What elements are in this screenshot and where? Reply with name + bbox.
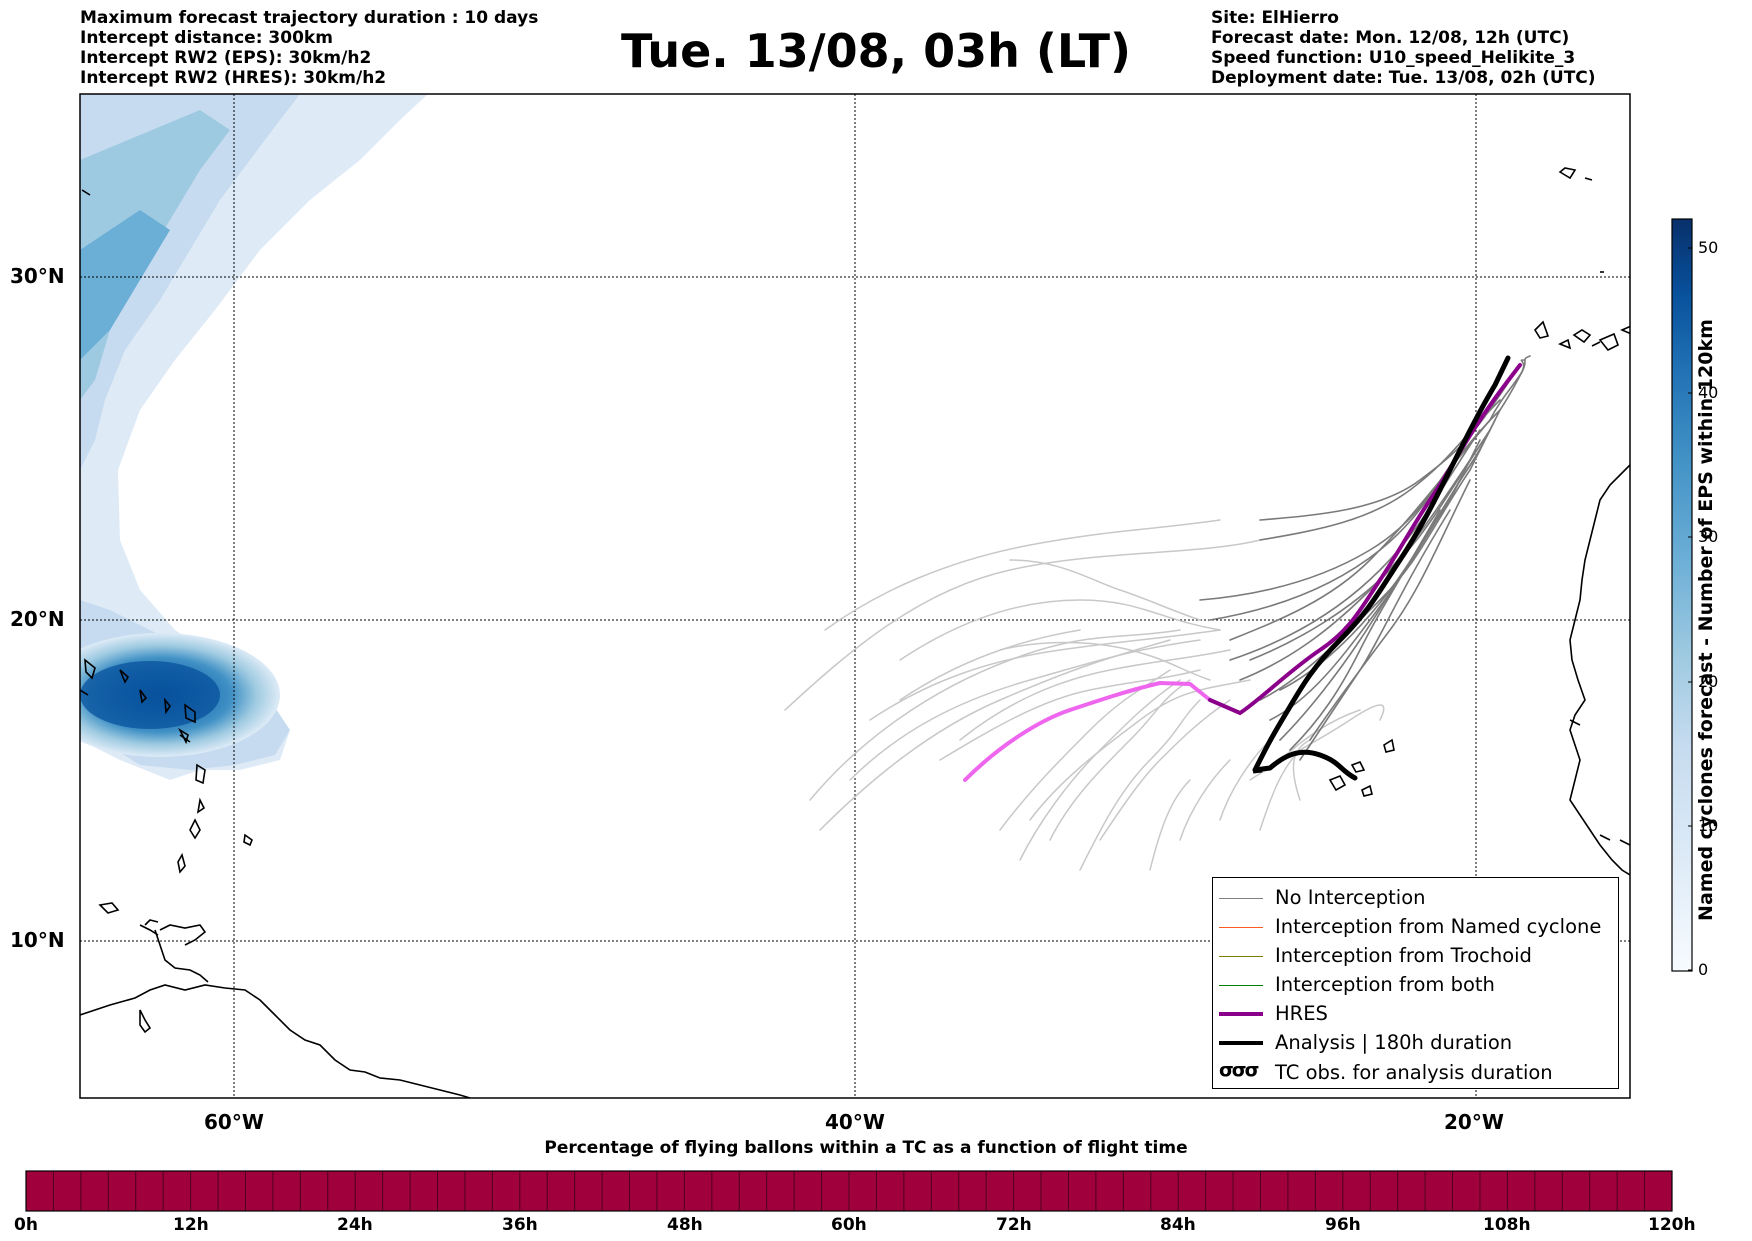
legend-item-hres: HRES xyxy=(1213,1000,1618,1029)
header-left-line: Intercept RW2 (HRES): 30km/h2 xyxy=(80,68,387,88)
colorbar-ticks xyxy=(1688,247,1692,971)
legend-label: TC obs. for analysis duration xyxy=(1275,1061,1553,1084)
flight-time-bar-title: Percentage of flying ballons within a TC… xyxy=(544,1138,1188,1158)
colorbar-tick-label: 10 xyxy=(1698,816,1719,835)
colorbar-tick-label: 30 xyxy=(1698,527,1719,546)
page-title: Tue. 13/08, 03h (LT) xyxy=(621,24,1131,78)
colorbar xyxy=(1671,218,1693,972)
legend-swatch xyxy=(1219,985,1263,986)
legend-label: HRES xyxy=(1275,1002,1328,1025)
lon-tick-label: 20°W xyxy=(1444,1110,1504,1134)
header-left-line: Intercept distance: 300km xyxy=(80,28,333,48)
flight-time-tick: 48h xyxy=(667,1215,703,1235)
analysis-trajectory xyxy=(1252,355,1511,781)
legend-label: Interception from Trochoid xyxy=(1275,944,1532,967)
map-border xyxy=(79,93,1631,1099)
header-left-line: Maximum forecast trajectory duration : 1… xyxy=(80,8,539,28)
lon-tick-label: 40°W xyxy=(825,1110,885,1134)
flight-time-tick: 36h xyxy=(502,1215,538,1235)
legend-item-analysis: Analysis | 180h duration xyxy=(1213,1029,1618,1058)
hres-trajectory-pink xyxy=(963,680,1212,782)
tc-symbol-icon: σσσ xyxy=(1219,1059,1259,1081)
colorbar-tick-label: 20 xyxy=(1698,672,1719,691)
flight-time-tick: 0h xyxy=(14,1215,38,1235)
header-right-line: Forecast date: Mon. 12/08, 12h (UTC) xyxy=(1211,28,1570,48)
legend-swatch xyxy=(1219,898,1263,899)
hres-trajectory xyxy=(1208,363,1522,716)
legend-swatch xyxy=(1219,1012,1263,1016)
flight-time-tick: 12h xyxy=(173,1215,209,1235)
legend-swatch xyxy=(1219,956,1263,957)
lat-tick-label: 10°N xyxy=(10,928,65,952)
flight-time-tick: 108h xyxy=(1483,1215,1531,1235)
colorbar-tick-label: 0 xyxy=(1698,960,1709,979)
map-content xyxy=(80,94,1630,1098)
header-right-line: Speed function: U10_speed_Helikite_3 xyxy=(1211,48,1576,68)
flight-time-tick: 60h xyxy=(831,1215,867,1235)
header-right: Site: ElHierro Forecast date: Mon. 12/08… xyxy=(1211,8,1596,88)
lon-tick-label: 60°W xyxy=(204,1110,264,1134)
header-right-line: Deployment date: Tue. 13/08, 02h (UTC) xyxy=(1211,68,1596,88)
lat-tick-label: 20°N xyxy=(10,607,65,631)
legend-item-tc-obs: σσσ TC obs. for analysis duration xyxy=(1213,1059,1618,1088)
legend-label: Analysis | 180h duration xyxy=(1275,1031,1513,1054)
header-right-line: Site: ElHierro xyxy=(1211,8,1339,28)
flight-time-bar-ticks xyxy=(52,1171,1646,1211)
legend-label: Interception from Named cyclone xyxy=(1275,915,1602,938)
colorbar-tick-label: 50 xyxy=(1698,238,1719,257)
legend-label: No Interception xyxy=(1275,886,1426,909)
flight-time-tick: 84h xyxy=(1160,1215,1196,1235)
header-left-line: Intercept RW2 (EPS): 30km/h2 xyxy=(80,48,372,68)
legend-swatch xyxy=(1219,927,1263,928)
legend-swatch xyxy=(1219,1041,1263,1045)
flight-time-tick: 24h xyxy=(337,1215,373,1235)
flight-time-tick: 72h xyxy=(996,1215,1032,1235)
legend-item-both: Interception from both xyxy=(1213,971,1618,1000)
legend-item-no-interception: No Interception xyxy=(1213,884,1618,913)
cyclone-shading-north-core xyxy=(80,110,230,400)
legend-item-named-cyclone: Interception from Named cyclone xyxy=(1213,913,1618,942)
colorbar-tick-label: 40 xyxy=(1698,383,1719,402)
flight-time-tick: 96h xyxy=(1325,1215,1361,1235)
header-left: Maximum forecast trajectory duration : 1… xyxy=(80,8,538,88)
coastlines xyxy=(80,167,1630,1098)
flight-time-tick: 120h xyxy=(1648,1215,1696,1235)
legend-item-trochoid: Interception from Trochoid xyxy=(1213,942,1618,971)
legend-label: Interception from both xyxy=(1275,973,1495,996)
lat-tick-label: 30°N xyxy=(10,264,65,288)
colorbar-label: Named cyclones forecast - Number of EPS … xyxy=(1695,319,1717,921)
legend: No Interception Interception from Named … xyxy=(1212,877,1619,1089)
